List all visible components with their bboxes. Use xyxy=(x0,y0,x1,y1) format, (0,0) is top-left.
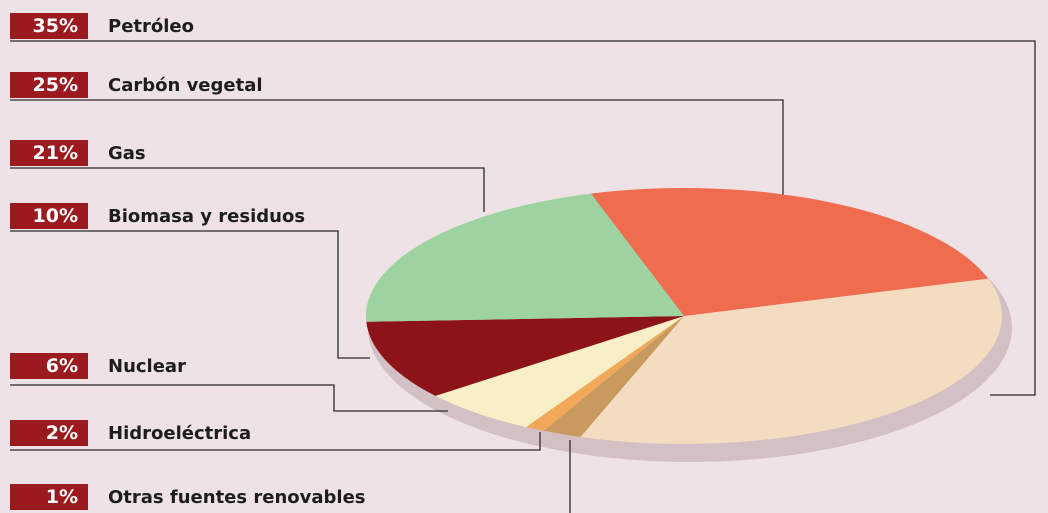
leader-line-hidroelectrica xyxy=(10,432,541,451)
leader-line-carbon-vegetal xyxy=(10,99,784,197)
pie-slice-petroleo xyxy=(580,278,1002,444)
legend-row-nuclear: 6% Nuclear xyxy=(10,353,186,379)
percent-badge: 2% xyxy=(10,420,88,446)
legend-row-biomasa: 10% Biomasa y residuos xyxy=(10,203,305,229)
legend-row-hidroelectrica: 2% Hidroeléctrica xyxy=(10,420,251,446)
legend-label: Nuclear xyxy=(108,355,186,377)
leader-line-petroleo xyxy=(10,40,1036,396)
legend-row-petroleo: 35% Petróleo xyxy=(10,13,194,39)
pie-slices xyxy=(365,188,1012,462)
leader-line-gas xyxy=(10,167,485,212)
percent-badge: 35% xyxy=(10,13,88,39)
percent-badge: 21% xyxy=(10,140,88,166)
legend-label: Carbón vegetal xyxy=(108,74,263,96)
pie-slice-nuclear xyxy=(435,316,684,428)
pie-slice-gas xyxy=(365,193,684,322)
percent-badge: 10% xyxy=(10,203,88,229)
legend-row-otras-renovables: 1% Otras fuentes renovables xyxy=(10,484,366,510)
legend-label: Gas xyxy=(108,142,146,164)
legend-label: Otras fuentes renovables xyxy=(108,486,366,508)
pie-slice-carbon-vegetal xyxy=(591,188,989,316)
legend-label: Biomasa y residuos xyxy=(108,205,306,227)
leader-lines xyxy=(10,40,1036,513)
percent-badge: 6% xyxy=(10,353,88,379)
percent-badge: 1% xyxy=(10,484,88,510)
leader-line-nuclear xyxy=(10,384,448,412)
percent-badge: 25% xyxy=(10,72,88,98)
legend-label: Petróleo xyxy=(108,15,194,37)
legend-row-carbon-vegetal: 25% Carbón vegetal xyxy=(10,72,263,98)
pie-slice-otras-renovables xyxy=(526,316,684,431)
pie-slice-biomasa xyxy=(366,316,684,396)
pie-slice-hidroelectrica xyxy=(543,316,684,437)
legend-row-gas: 21% Gas xyxy=(10,140,146,166)
legend-label: Hidroeléctrica xyxy=(108,422,252,444)
leader-line-biomasa xyxy=(10,230,370,359)
